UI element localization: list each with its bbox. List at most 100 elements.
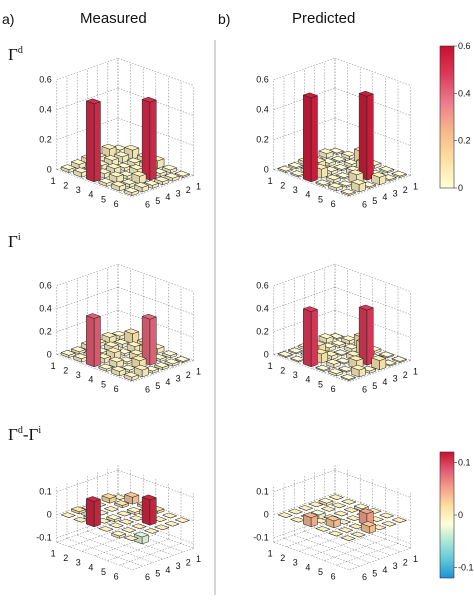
bar-6-3 bbox=[85, 313, 102, 368]
bar-6-4 bbox=[98, 178, 114, 187]
bar-6-1 bbox=[60, 164, 77, 173]
row-tick-label: 5 bbox=[101, 194, 106, 204]
z-tick-label: 0 bbox=[264, 350, 269, 360]
bar-6-3 bbox=[85, 98, 102, 183]
panel-letter-b: b) bbox=[218, 11, 230, 27]
bar-3-6 bbox=[370, 355, 387, 371]
bar-5-1 bbox=[70, 159, 87, 170]
col-tick-label: 6 bbox=[362, 199, 367, 209]
bar-2-6 bbox=[164, 520, 180, 527]
bar-4-5 bbox=[131, 523, 147, 530]
bar-6-5 bbox=[110, 181, 127, 192]
svg-text:Γd-Γi: Γd-Γi bbox=[8, 425, 41, 444]
bar-3-5 bbox=[358, 90, 375, 181]
bar-1-5 bbox=[378, 351, 395, 359]
bar-5-4 bbox=[325, 359, 342, 369]
col-tick-label: 2 bbox=[186, 558, 191, 568]
bar-1-5 bbox=[378, 166, 395, 174]
col-tick-label: 2 bbox=[186, 185, 191, 195]
col-tick-label: 3 bbox=[393, 189, 398, 199]
bar-2-1 bbox=[318, 333, 334, 344]
bar-3-6 bbox=[153, 176, 170, 186]
bar-6-1 bbox=[277, 165, 294, 173]
col-tick-label: 4 bbox=[382, 377, 387, 387]
bar-6-1 bbox=[60, 349, 77, 358]
bar-3-5 bbox=[358, 304, 375, 366]
bar-6-4 bbox=[98, 363, 114, 372]
col-tick-label: 2 bbox=[403, 370, 408, 380]
bar-2-2 bbox=[113, 500, 130, 509]
col-tick-label: 1 bbox=[196, 181, 201, 191]
col-tick-label: 3 bbox=[393, 374, 398, 384]
bar-5-4 bbox=[108, 356, 125, 369]
bar-5-4 bbox=[325, 515, 342, 529]
col-tick-label: 5 bbox=[372, 568, 377, 578]
bar-1-1 bbox=[328, 494, 345, 500]
bar-5-6 bbox=[350, 364, 367, 378]
col-tick-label: 6 bbox=[145, 384, 150, 394]
bar-2-1 bbox=[101, 493, 117, 504]
bar-3-6 bbox=[370, 171, 387, 186]
colorbar-tick-label: 0 bbox=[458, 510, 463, 520]
header-predicted: Predicted bbox=[292, 10, 355, 27]
row-tick-label: 5 bbox=[101, 567, 106, 577]
col-tick-label: 6 bbox=[362, 384, 367, 394]
bar-6-1 bbox=[60, 512, 77, 518]
row-tick-label: 1 bbox=[268, 361, 273, 371]
z-tick-label: 0 bbox=[264, 510, 269, 520]
col-tick-label: 5 bbox=[372, 381, 377, 391]
bar-1-6 bbox=[174, 170, 191, 178]
col-tick-label: 1 bbox=[196, 366, 201, 376]
z-tick-label: 0.6 bbox=[39, 281, 52, 291]
z-tick-label: 0 bbox=[47, 350, 52, 360]
row-tick-label: 2 bbox=[280, 181, 285, 191]
z-tick-label: 0.6 bbox=[39, 75, 52, 85]
bar-2-2 bbox=[330, 502, 347, 509]
z-tick-label: 0 bbox=[264, 165, 269, 175]
colorbar-diverging: 0.1 0 -0.1 bbox=[439, 451, 474, 579]
svg-text:Γd: Γd bbox=[8, 45, 23, 64]
bar-5-5 bbox=[337, 365, 354, 373]
bar-6-5 bbox=[327, 530, 344, 537]
row-label-gd: Γd bbox=[8, 45, 23, 64]
col-tick-label: 4 bbox=[165, 192, 170, 202]
bar-6-1 bbox=[277, 512, 294, 518]
bar-5-1 bbox=[287, 347, 304, 355]
row-tick-label: 1 bbox=[268, 176, 273, 186]
row-tick-label: 1 bbox=[51, 549, 56, 559]
row-tick-label: 5 bbox=[318, 379, 323, 389]
bar-6-5 bbox=[327, 182, 344, 192]
row-tick-label: 5 bbox=[101, 379, 106, 389]
bar-5-1 bbox=[70, 346, 87, 355]
z-tick-label: 0.1 bbox=[39, 487, 52, 497]
bar-4-1 bbox=[297, 505, 314, 511]
bar-5-1 bbox=[287, 162, 304, 170]
bar-3-3 bbox=[333, 510, 349, 517]
bar-2-6 bbox=[164, 358, 180, 367]
panel-grid bbox=[56, 465, 194, 571]
col-tick-label: 5 bbox=[155, 196, 160, 206]
colorbar-tick-label: -0.1 bbox=[458, 563, 474, 573]
bar-2-1 bbox=[318, 148, 334, 159]
row-tick-label: 4 bbox=[88, 562, 93, 572]
row-tick-label: 6 bbox=[331, 572, 336, 582]
bar-5-4 bbox=[325, 174, 342, 184]
z-tick-label: 0.2 bbox=[39, 327, 52, 337]
bar-6-5 bbox=[327, 368, 344, 377]
col-tick-label: 6 bbox=[362, 572, 367, 582]
bar-2-6 bbox=[164, 172, 180, 182]
row-tick-label: 6 bbox=[114, 384, 119, 394]
row-label-gdiff: Γd-Γi bbox=[8, 425, 41, 444]
bar-6-3 bbox=[302, 92, 319, 183]
bar-6-1 bbox=[277, 351, 294, 358]
row-tick-label: 4 bbox=[88, 375, 93, 385]
row-tick-label: 2 bbox=[63, 553, 68, 563]
row-tick-label: 4 bbox=[88, 190, 93, 200]
col-tick-label: 3 bbox=[393, 561, 398, 571]
bar-6-6 bbox=[340, 374, 357, 381]
bar-3-5 bbox=[141, 313, 158, 366]
col-tick-label: 1 bbox=[413, 366, 418, 376]
